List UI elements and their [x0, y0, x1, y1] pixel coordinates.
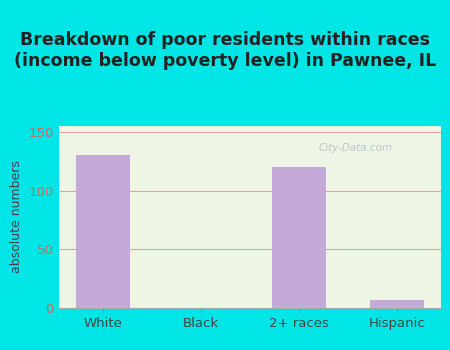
Y-axis label: absolute numbers: absolute numbers: [10, 161, 22, 273]
Bar: [272, 167, 326, 308]
Bar: [76, 155, 130, 308]
Text: City-Data.com: City-Data.com: [319, 143, 393, 153]
Bar: [370, 300, 423, 308]
Text: Breakdown of poor residents within races
(income below poverty level) in Pawnee,: Breakdown of poor residents within races…: [14, 31, 436, 70]
